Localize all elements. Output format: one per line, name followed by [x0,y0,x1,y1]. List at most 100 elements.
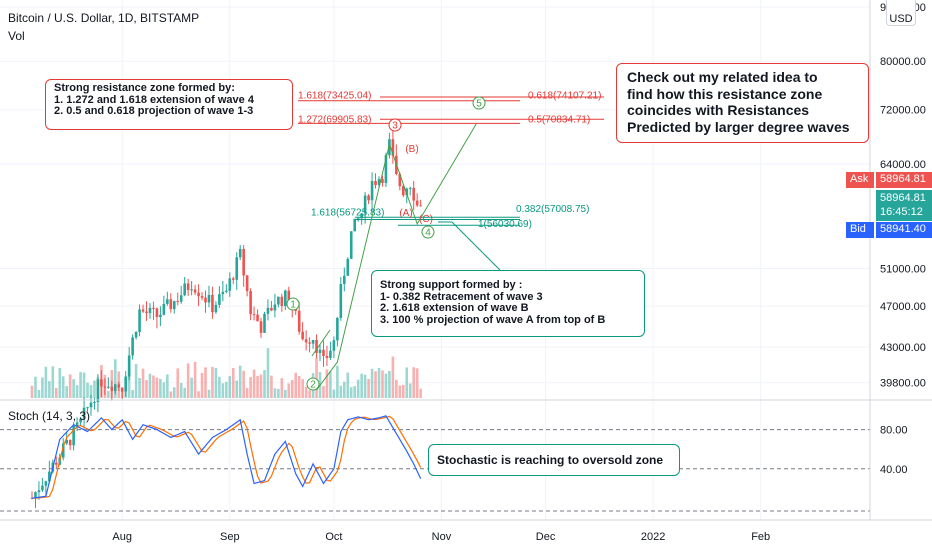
last-value: 58964.81 [880,192,926,204]
related-idea-callout[interactable]: Check out my related idea to find how th… [616,63,869,143]
volume-bar [315,357,318,398]
volume-bar [408,383,412,398]
candle-body [349,231,353,259]
wave-circle [472,96,486,110]
candle-body [148,307,152,314]
candle-body [127,355,131,377]
candle-body [93,402,96,404]
candle-body [308,342,311,344]
volume-bar [277,388,280,398]
time-tick-label: 2022 [641,531,665,543]
volume-bar [134,364,138,398]
candle-body [204,297,207,303]
candle-body [277,296,280,305]
stoch-d-line [32,415,422,499]
volume-bar [51,366,55,398]
candle-body [356,218,360,220]
volume-bar [30,385,34,398]
volume-bar [218,376,221,398]
volume-bar [395,379,398,398]
volume-bar [65,386,68,398]
candle-body [311,340,315,344]
candle-body [225,290,228,292]
bar-countdown: 16:45:12 [880,206,923,218]
candle-body [329,350,332,358]
fib-label: 1.618(56725.83) [311,208,384,219]
volume-bar [349,387,353,398]
candle-body [381,179,384,184]
volume-bar [193,361,197,398]
volume-bar [329,371,332,398]
volume-bar [343,381,346,398]
support-line-3: 2. 1.618 extension of wave B [380,302,529,314]
volume-bar [183,387,186,398]
candle-body [336,317,339,341]
volume-label[interactable]: Vol [8,29,25,43]
candle-body [34,492,37,498]
candle-body [245,275,249,292]
volume-bar [339,385,343,398]
candle-body [363,195,367,214]
volume-bar [419,388,422,398]
resistance-callout[interactable]: Strong resistance zone formed by: 1. 1.2… [45,79,293,130]
candle-body [65,439,68,444]
bid-value: 58941.40 [880,223,926,235]
candle-body [124,376,127,392]
candle-body [343,275,346,285]
candle-body [408,187,412,189]
candle-body [332,340,336,351]
volume-bar [367,378,370,398]
volume-bar [398,385,402,398]
ask-value: 58964.81 [880,173,926,185]
volume-bar [176,368,180,398]
candle-body [297,310,301,332]
stochastic-note: Stochastic is reaching to oversold zone [437,453,664,467]
candle-body [228,278,232,291]
candle-body [419,205,422,207]
volume-bar [54,388,58,398]
candle-body [145,311,148,314]
ask-label: Ask [850,173,869,185]
candle-body [186,283,190,291]
candle-body [72,425,75,446]
candle-body [107,386,110,388]
volume-bar [270,375,273,398]
candle-body [44,481,48,486]
candle-body [197,292,200,297]
volume-bar [155,377,159,398]
symbol-title[interactable]: Bitcoin / U.S. Dollar, 1D, BITSTAMP [8,11,200,25]
support-line-2: 1- 0.382 Retracement of wave 3 [380,290,543,303]
volume-bar [308,390,311,398]
candlesticks [30,130,422,509]
currency-button[interactable]: USD [886,0,916,26]
stoch-k-line [31,415,422,499]
volume-bar [145,380,148,398]
volume-bar [415,368,419,398]
candle-body [384,155,388,184]
volume-bar [190,377,193,398]
volume-bar [297,376,301,398]
volume-bar [207,389,211,398]
candle-body [120,387,124,392]
fib-label: 1.618(73425.04) [298,91,371,102]
volume-bar [290,380,294,398]
candle-body [377,179,381,186]
support-callout[interactable]: Strong support formed by : 1- 0.382 Retr… [371,270,645,337]
volume-bar [37,390,41,398]
volume-bar [131,389,134,398]
support-line-4: 3. 100 % projection of wave A from top o… [380,313,606,326]
price-tick-label: 43000.00 [880,342,926,354]
price-tick-label: 51000.00 [880,264,926,276]
candle-body [370,180,374,201]
volume-bar [280,378,284,398]
candle-body [391,139,395,156]
volume-bar [287,383,291,398]
volume-bar [169,391,173,398]
volume-bar [221,383,225,398]
stochastic-callout[interactable]: Stochastic is reaching to oversold zone [428,444,680,476]
volume-bar [172,387,176,398]
volume-bar [93,380,96,398]
volume-bar [336,365,339,398]
stoch-label[interactable]: Stoch (14, 3, 3) [8,409,91,423]
